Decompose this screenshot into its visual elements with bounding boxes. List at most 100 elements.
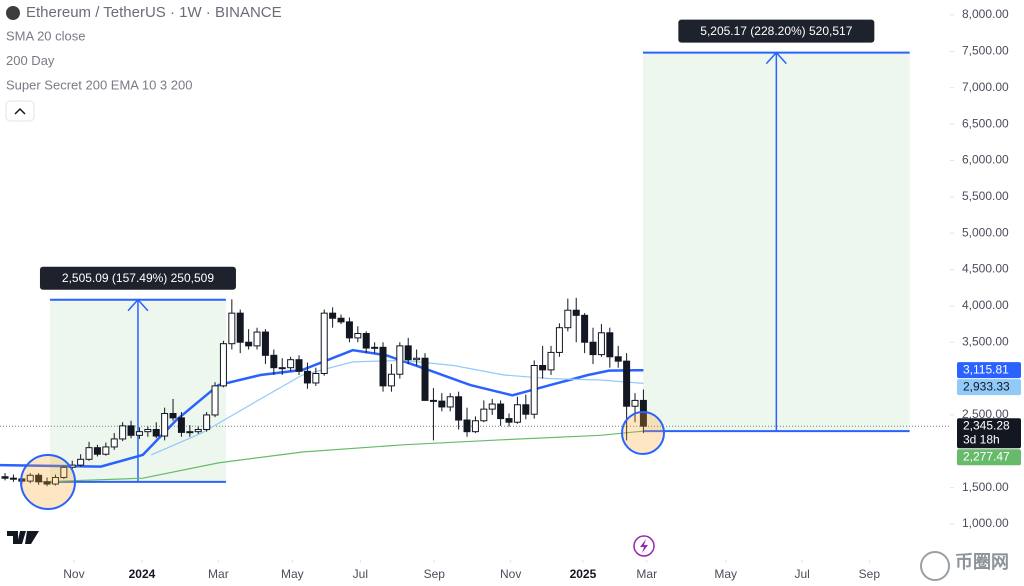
back-layer bbox=[0, 14, 954, 563]
measure-arrowhead bbox=[127, 298, 149, 312]
candle-body bbox=[152, 428, 160, 437]
collapse-button[interactable] bbox=[5, 100, 35, 122]
candle-body bbox=[555, 327, 563, 353]
candle-body bbox=[1, 476, 9, 479]
legend-entry: 200 Day bbox=[6, 53, 55, 68]
candle-body bbox=[354, 333, 362, 339]
candle-body bbox=[572, 309, 580, 316]
symbol-title: Ethereum / TetherUS · 1W · BINANCE bbox=[26, 4, 282, 21]
y-tick-label: 6,500.00 bbox=[962, 116, 1009, 130]
watermark-logo bbox=[920, 551, 950, 581]
measure-arrowhead bbox=[765, 51, 787, 65]
price-tag-countdown: 3d 18h bbox=[963, 432, 1000, 446]
front-layer: 1,000.00 1,500.00 2,500.00 3,500.00 4,000.00… bbox=[39, 7, 1021, 581]
candle-body bbox=[261, 331, 269, 356]
candle-body bbox=[446, 396, 454, 408]
legend-entry: SMA 20 close bbox=[6, 28, 86, 43]
candle-body bbox=[379, 346, 387, 387]
price-tag-label: 2,277.47 bbox=[963, 449, 1010, 463]
collapse-icon bbox=[14, 107, 26, 115]
candle-body bbox=[320, 312, 328, 375]
candle-body bbox=[278, 367, 286, 370]
x-tick-label: May bbox=[281, 567, 304, 581]
candle-body bbox=[404, 345, 412, 361]
highlight-circle bbox=[621, 411, 665, 455]
symbol-icon bbox=[6, 6, 20, 20]
x-tick-label: Nov bbox=[500, 567, 521, 581]
measure-label: 2,505.09 (157.49%) 250,509 bbox=[62, 271, 214, 285]
candle-body bbox=[169, 412, 177, 419]
measure-label-box bbox=[39, 266, 236, 290]
candle-body bbox=[177, 417, 185, 433]
candle-body bbox=[396, 345, 404, 375]
legend-items: SMA 20 close 200 Day Super Secret 200 EMA … bbox=[6, 28, 192, 92]
candle-body bbox=[505, 418, 513, 423]
candle-body bbox=[597, 332, 605, 356]
price-tag-label: 2,933.33 bbox=[963, 379, 1010, 393]
candle-body bbox=[144, 428, 152, 433]
candle-body bbox=[43, 481, 51, 485]
y-tick-label: 6,000.00 bbox=[962, 153, 1009, 167]
candle-body bbox=[362, 333, 370, 349]
candle-body bbox=[93, 447, 101, 455]
candle-body bbox=[253, 331, 261, 347]
candle-body bbox=[236, 312, 244, 343]
candle-body bbox=[119, 425, 127, 440]
candle-body bbox=[522, 404, 530, 415]
tradingview-logo bbox=[7, 531, 39, 544]
candle-body bbox=[471, 420, 479, 433]
candle-body bbox=[480, 408, 488, 422]
candle-body bbox=[413, 357, 421, 361]
x-tick-label: 2024 bbox=[129, 567, 156, 581]
price-tag-label: 2,345.28 bbox=[963, 418, 1010, 432]
candle-body bbox=[581, 314, 589, 343]
candle-body bbox=[513, 404, 521, 423]
x-tick-label: May bbox=[714, 567, 737, 581]
candle-body bbox=[211, 385, 219, 416]
candle-body bbox=[547, 351, 555, 371]
legend: Ethereum / TetherUS · 1W · BINANCE SMA 2… bbox=[5, 4, 282, 122]
candle-body bbox=[606, 332, 614, 358]
candle-body bbox=[194, 428, 202, 433]
candle-body bbox=[26, 474, 34, 482]
candle-body bbox=[329, 312, 337, 319]
candle-body bbox=[345, 321, 353, 339]
measure-label-box bbox=[678, 19, 875, 43]
x-tick-label: 2025 bbox=[570, 567, 597, 581]
y-tick-label: 2,500.00 bbox=[962, 407, 1009, 421]
candle-body bbox=[631, 399, 639, 407]
price-tag bbox=[957, 418, 1021, 449]
candle-body bbox=[51, 476, 59, 485]
candle-body bbox=[387, 373, 395, 387]
y-tick-label: 1,500.00 bbox=[962, 480, 1009, 494]
indicator-line bbox=[0, 348, 644, 468]
x-tick-label: Sep bbox=[424, 567, 446, 581]
event-icon[interactable] bbox=[633, 535, 655, 557]
candle-body bbox=[639, 399, 647, 427]
candle-body bbox=[623, 360, 631, 407]
price-tag-label: 3,115.81 bbox=[963, 362, 1009, 376]
candle-layer bbox=[1, 297, 647, 487]
candle-body bbox=[371, 346, 379, 349]
candle-body bbox=[497, 403, 505, 420]
candle-body bbox=[438, 400, 446, 408]
candle-body bbox=[421, 357, 429, 401]
y-tick-label: 5,500.00 bbox=[962, 189, 1009, 203]
candle-body bbox=[127, 425, 135, 436]
y-tick-label: 8,000.00 bbox=[962, 7, 1009, 21]
candle-body bbox=[102, 446, 110, 455]
candle-body bbox=[287, 359, 295, 369]
candle-body bbox=[85, 447, 93, 460]
logo-shape bbox=[7, 531, 39, 544]
candle-body bbox=[312, 373, 320, 384]
y-tick-label: 1,000.00 bbox=[962, 516, 1009, 530]
candle-body bbox=[35, 474, 43, 483]
candle-body bbox=[589, 341, 597, 356]
y-tick-label: 4,000.00 bbox=[962, 298, 1009, 312]
candle-body bbox=[77, 458, 85, 466]
highlight-circle bbox=[20, 454, 76, 510]
candle-body bbox=[429, 399, 437, 402]
x-tick-label: Mar bbox=[636, 567, 657, 581]
